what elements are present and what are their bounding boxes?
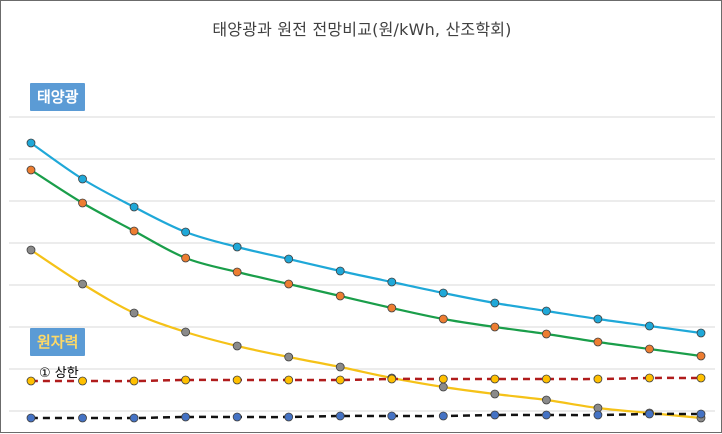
series-2-point-3	[181, 327, 191, 337]
series-3-point-6	[335, 375, 345, 385]
series-4-point-3	[181, 412, 191, 422]
series-3-point-3	[181, 375, 191, 385]
series-3-point-11	[593, 374, 603, 384]
series-3-point-9	[490, 374, 500, 384]
series-3-point-0	[26, 376, 36, 386]
series-4-point-7	[387, 411, 397, 421]
series-1-point-6	[335, 291, 345, 301]
series-2-point-4	[232, 341, 242, 351]
series-0-point-1	[78, 174, 87, 184]
series-3-point-7	[387, 374, 397, 384]
series-2-point-10	[541, 395, 551, 405]
series-0-point-4	[232, 242, 242, 252]
series-3-point-2	[129, 376, 139, 386]
series-1-point-1	[78, 198, 87, 208]
series-3-point-5	[284, 375, 294, 385]
series-0-point-0	[26, 138, 36, 148]
chart-title: 태양광과 원전 전망비교(원/kWh, 산조학회)	[212, 20, 512, 39]
series-3-point-12	[645, 373, 654, 383]
series-4-point-2	[129, 413, 139, 423]
series-1-point-11	[593, 337, 603, 347]
series-1-point-7	[387, 303, 397, 313]
series-0-point-6	[335, 266, 345, 276]
series-4-point-11	[593, 410, 603, 420]
series-2-point-2	[129, 308, 139, 318]
series-4-point-8	[438, 411, 448, 421]
series-0-point-10	[541, 306, 551, 316]
series-1-point-13	[696, 351, 706, 361]
series-0-point-7	[387, 277, 397, 287]
series-2-point-6	[335, 362, 345, 372]
series-0-point-11	[593, 314, 603, 324]
series-2-line	[30, 249, 702, 420]
series-0-point-9	[490, 298, 500, 308]
series-4-point-13	[696, 409, 706, 419]
series-2-point-0	[26, 245, 36, 255]
series-1-point-12	[645, 344, 654, 354]
series-0-point-8	[438, 288, 448, 298]
series-1-point-10	[541, 329, 551, 339]
series-2-point-9	[490, 389, 500, 399]
series-2-point-5	[284, 352, 294, 362]
series-1-point-5	[284, 279, 294, 289]
series-2-point-1	[78, 279, 87, 289]
series-0-point-5	[284, 254, 294, 264]
series-1-point-8	[438, 314, 448, 324]
upper-bound-annotation: ① 상한	[39, 366, 79, 381]
series-4-point-1	[78, 413, 87, 423]
series-0-line	[30, 142, 702, 335]
series-0-point-12	[645, 321, 654, 331]
series-0-point-2	[129, 202, 139, 212]
series-3-point-13	[696, 373, 706, 383]
series-4-point-4	[232, 412, 242, 422]
series-3-point-1	[78, 376, 87, 386]
nuclear-group-label: 원자력	[30, 328, 86, 356]
series-0-point-13	[696, 328, 706, 338]
series-1-point-0	[26, 165, 36, 175]
series-4-point-0	[26, 413, 36, 423]
series-4-point-5	[284, 412, 294, 422]
series-3-point-8	[438, 374, 448, 384]
series-1-point-4	[232, 267, 242, 277]
series-0-point-3	[181, 227, 191, 237]
series-4-point-6	[335, 411, 345, 421]
series-1-point-3	[181, 253, 191, 263]
series-3-point-10	[541, 374, 551, 384]
series-4-point-9	[490, 410, 500, 420]
series-4-point-10	[541, 410, 551, 420]
series-3-point-4	[232, 375, 242, 385]
series-1-line	[30, 169, 702, 358]
series-2-point-8	[438, 382, 448, 392]
solar-group-label: 태양광	[30, 83, 86, 111]
series-1-point-2	[129, 226, 139, 236]
series-4-point-12	[645, 409, 654, 419]
series-1-point-9	[490, 322, 500, 332]
